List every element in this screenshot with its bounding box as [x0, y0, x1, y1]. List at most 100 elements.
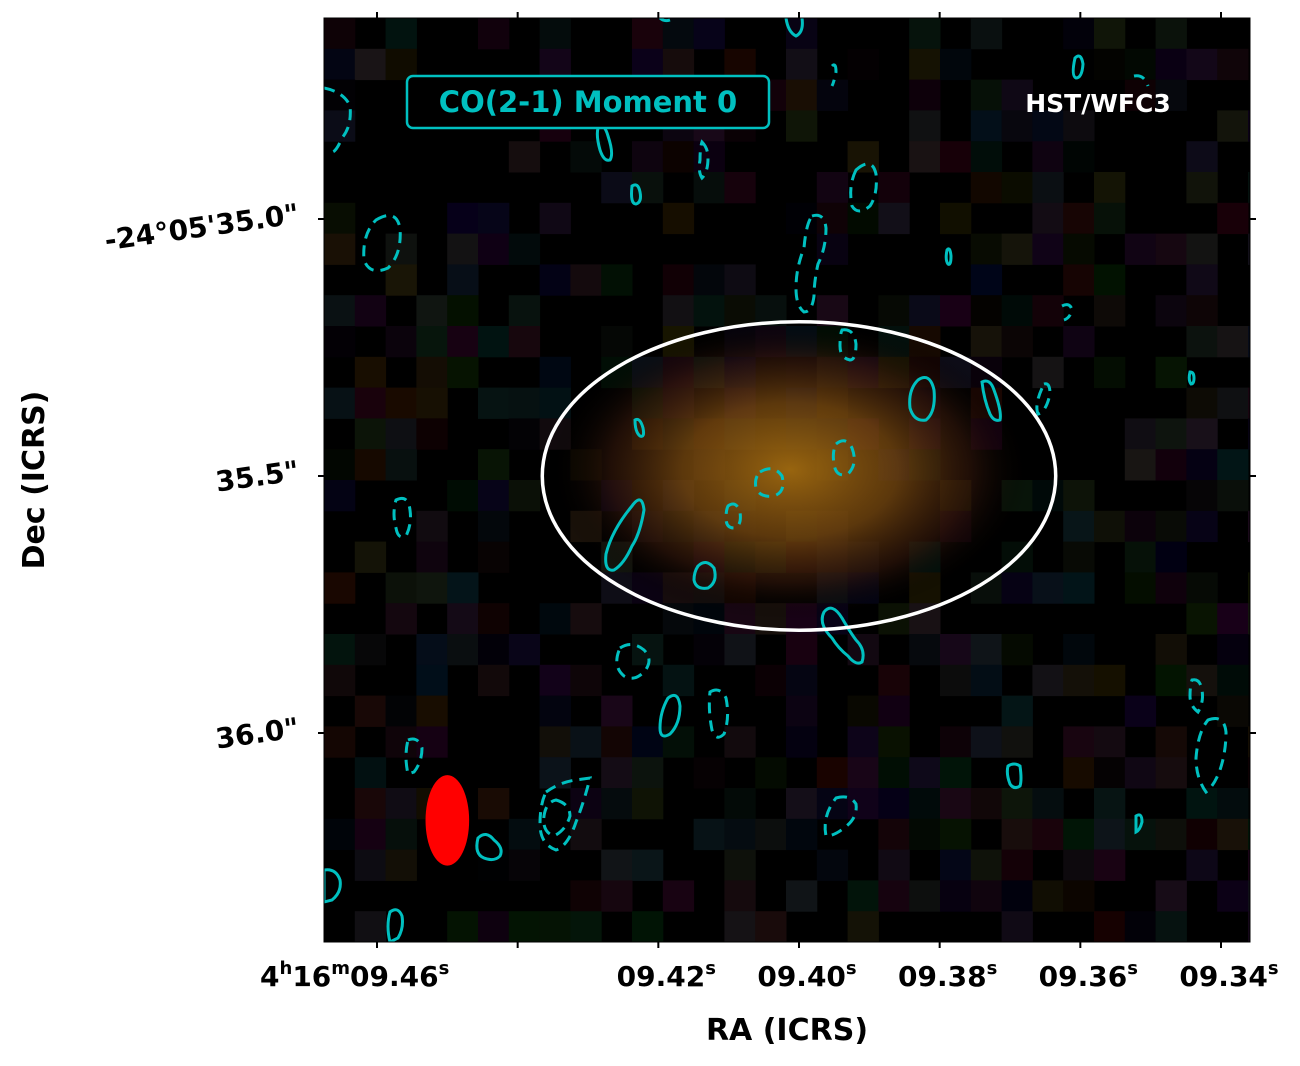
image-pixel: [1186, 233, 1218, 265]
image-pixel: [816, 202, 849, 235]
contour-solid: [980, 379, 1002, 422]
image-pixel: [324, 79, 356, 111]
image-pixel: [878, 295, 910, 327]
image-pixel: [539, 911, 571, 942]
image-pixel: [1155, 911, 1187, 942]
image-pixel: [1217, 202, 1249, 235]
image-pixel: [940, 757, 972, 789]
image-pixel: [1186, 141, 1218, 173]
image-pixel: [1001, 233, 1033, 265]
image-pixel: [1186, 788, 1218, 820]
image-pixel: [1155, 757, 1187, 789]
x-tick-label: 09.34s: [1179, 958, 1278, 993]
image-pixel: [940, 141, 972, 173]
image-pixel: [1155, 818, 1187, 851]
image-pixel: [1063, 18, 1095, 50]
image-pixel: [478, 603, 510, 635]
image-pixel: [755, 757, 787, 789]
image-pixel: [909, 295, 941, 327]
image-pixel: [970, 233, 1003, 265]
contour-dashed: [1061, 303, 1074, 322]
image-pixel: [1063, 233, 1095, 265]
title-box: [405, 74, 771, 130]
x-axis-label: RA (ICRS): [706, 1013, 868, 1048]
image-pixel: [1186, 480, 1218, 512]
image-pixel: [1063, 664, 1095, 697]
image-pixel: [724, 726, 756, 758]
contour-dashed: [1194, 717, 1228, 795]
image-pixel: [1094, 18, 1126, 50]
image-pixel: [1124, 757, 1157, 789]
y-tick-label: 36.0": [214, 711, 301, 755]
image-pixel: [1124, 572, 1157, 604]
image-pixel: [1094, 172, 1126, 204]
image-pixel: [478, 942, 509, 973]
image-pixel: [755, 818, 787, 851]
beam-ellipse: [425, 775, 470, 866]
contour-solid: [604, 498, 646, 572]
contour-solid: [820, 606, 865, 665]
image-pixel: [354, 849, 387, 881]
image-pixel: [385, 418, 417, 450]
image-pixel: [1002, 942, 1033, 973]
image-pixel: [601, 695, 633, 727]
image-pixel: [570, 726, 602, 758]
image-pixel: [354, 788, 387, 820]
image-pixel: [1186, 849, 1218, 881]
image-pixel: [478, 510, 510, 543]
image-pixel: [1094, 295, 1126, 327]
contour-solid: [633, 417, 646, 438]
image-pixel: [416, 695, 448, 727]
image-pixel: [940, 818, 972, 851]
contour-solid: [386, 908, 404, 942]
image-pixel: [1032, 295, 1064, 327]
contour-dashed: [794, 213, 828, 314]
image-pixel: [1032, 664, 1064, 697]
image-pixel: [508, 480, 541, 512]
image-pixel: [478, 449, 510, 481]
image-pixel: [508, 141, 541, 173]
contour-dashed: [830, 63, 838, 87]
image-pixel: [324, 480, 356, 512]
contour-solid: [475, 833, 503, 862]
image-pixel: [878, 818, 910, 851]
image-pixel: [1186, 449, 1218, 481]
image-pixel: [786, 880, 818, 912]
image-pixel: [1001, 110, 1033, 142]
image-pixel: [662, 880, 695, 912]
image-pixel: [1186, 295, 1218, 327]
image-pixel: [354, 541, 387, 573]
plot-frame: [323, 17, 1251, 943]
image-pixel: [1094, 202, 1126, 235]
image-pixel: [354, 418, 387, 450]
image-pixel: [1155, 880, 1187, 912]
image-pixel: [478, 541, 510, 573]
image-pixel: [1155, 356, 1187, 389]
contour-dashed: [404, 737, 424, 776]
image-pixel: [1001, 295, 1033, 327]
image-pixel: [1248, 849, 1250, 881]
image-pixel: [847, 695, 879, 727]
image-pixel: [970, 726, 1003, 758]
image-pixel: [970, 326, 1003, 358]
contour-solid: [692, 561, 717, 590]
image-pixel: [847, 757, 879, 789]
image-pixel: [1124, 449, 1157, 481]
image-pixel: [478, 387, 510, 419]
image-pixel: [1124, 911, 1157, 942]
image-pixel: [632, 788, 664, 820]
image-pixel: [1001, 726, 1033, 758]
image-pixel: [570, 603, 602, 635]
image-pixel: [1186, 48, 1218, 81]
contour-solid: [630, 183, 642, 206]
image-pixel: [385, 818, 417, 851]
image-pixel: [324, 818, 356, 851]
image-pixel: [847, 726, 879, 758]
image-pixel: [786, 726, 818, 758]
image-pixel: [324, 48, 356, 81]
image-pixel: [1217, 387, 1249, 419]
image-pixel: [324, 726, 356, 758]
contour-solid: [658, 18, 671, 23]
image-pixel: [508, 634, 541, 666]
image-pixel: [816, 788, 849, 820]
